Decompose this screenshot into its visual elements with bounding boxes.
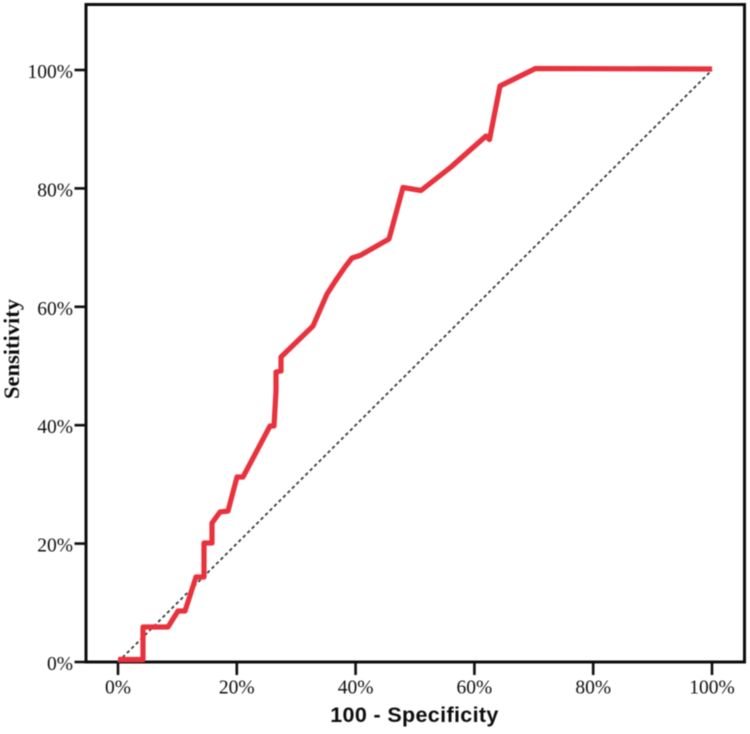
svg-text:100%: 100%: [28, 62, 74, 83]
svg-text:60%: 60%: [457, 678, 493, 699]
svg-text:60%: 60%: [37, 299, 73, 320]
svg-text:20%: 20%: [37, 536, 73, 557]
svg-text:40%: 40%: [338, 678, 374, 699]
svg-text:100 - Specificity: 100 - Specificity: [330, 703, 498, 727]
svg-text:40%: 40%: [37, 417, 73, 438]
svg-text:80%: 80%: [575, 678, 611, 699]
svg-text:0%: 0%: [105, 678, 131, 699]
svg-text:100%: 100%: [689, 678, 735, 699]
svg-text:0%: 0%: [47, 654, 73, 675]
svg-text:Sensitivity: Sensitivity: [0, 298, 24, 399]
svg-text:80%: 80%: [37, 180, 73, 201]
svg-text:20%: 20%: [219, 678, 255, 699]
